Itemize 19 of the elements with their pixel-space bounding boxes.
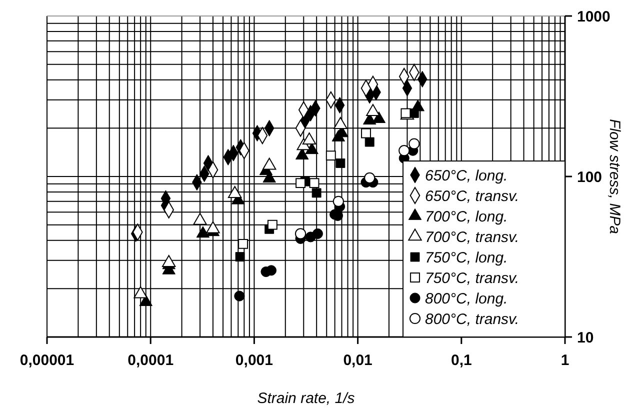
legend-label: 650°C, transv. [425, 188, 520, 205]
legend-label: 700°C, long. [425, 208, 508, 226]
x-tick-label: 1 [560, 352, 570, 369]
legend-label: 800°C, long. [425, 290, 508, 308]
x-axis-title: Strain rate, 1/s [257, 390, 356, 407]
legend-label: 750°C, transv. [425, 270, 520, 287]
x-tick-label: 0,001 [235, 352, 273, 369]
x-tick-label: 0,01 [343, 352, 372, 369]
x-tick-label: 0,00001 [20, 352, 74, 369]
legend-label: 650°C, long. [425, 167, 508, 184]
y-axis-title: Flow stress, MPa [606, 118, 623, 234]
legend-label: 750°C, long. [425, 249, 508, 266]
y-tick-label: 1000 [577, 8, 610, 26]
y-tick-label: 10 [577, 329, 594, 346]
x-tick-label: 0,1 [450, 352, 472, 369]
x-tick-label: 0,0001 [128, 352, 174, 369]
y-tick-label: 100 [577, 168, 602, 186]
legend-label: 700°C, transv. [425, 228, 520, 246]
legend-label: 800°C, transv. [425, 310, 520, 328]
